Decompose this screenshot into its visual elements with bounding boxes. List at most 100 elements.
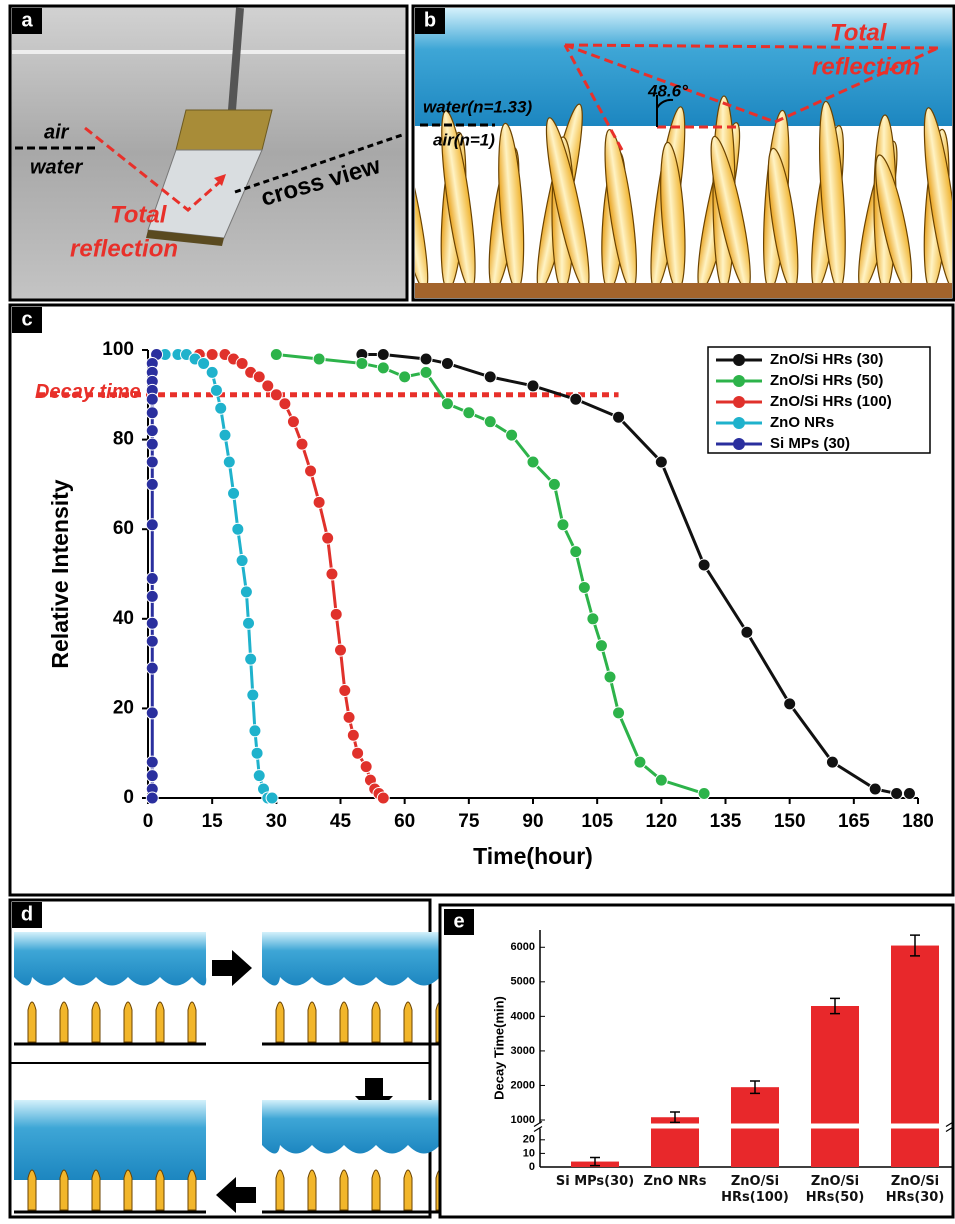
y-tick-label: 2000 [511, 1079, 535, 1091]
data-point [209, 383, 223, 397]
arrow-head [214, 174, 226, 186]
legend-frame [707, 346, 931, 454]
data-point [145, 571, 159, 585]
nanorod [307, 1001, 317, 1043]
data-point [612, 410, 626, 424]
data-point [376, 361, 390, 375]
data-point [329, 607, 343, 621]
nanorod [403, 1001, 413, 1043]
panel-b: water(n=1.33) air(n=1) 48.6° Total refle… [411, 4, 955, 302]
data-point [145, 661, 159, 675]
nanorod [91, 1169, 101, 1211]
water [14, 932, 207, 986]
axis-break [534, 1123, 950, 1129]
data-point [890, 787, 904, 801]
nanorods [415, 95, 952, 291]
y-tick-label: 100 [102, 339, 134, 360]
data-point [295, 437, 309, 451]
angle-label: 48.6° [647, 81, 688, 100]
data-point [218, 428, 232, 442]
data-point [594, 639, 608, 653]
nanorod [59, 1001, 69, 1043]
x-tick-label: 0 [143, 811, 154, 832]
data-point [569, 545, 583, 559]
y-axis-label: Relative Intensity [47, 479, 73, 668]
substrate [415, 283, 952, 298]
data-point [205, 365, 219, 379]
error-bar [830, 997, 840, 1015]
water-index: water(n=1.33) [423, 97, 532, 116]
legend-marker [733, 354, 745, 366]
bar [891, 945, 939, 1167]
data-point [145, 706, 159, 720]
data-point [603, 670, 617, 684]
data-point [526, 379, 540, 393]
data-point [440, 356, 454, 370]
nanorod [187, 1169, 197, 1211]
data-point [239, 585, 253, 599]
y-axis-label: Decay Time(min) [491, 996, 506, 1100]
data-point [440, 397, 454, 411]
data-point [145, 392, 159, 406]
decay-label: Decay time [35, 381, 141, 403]
pipette [228, 7, 244, 111]
y-tick-label: 10 [523, 1147, 535, 1159]
nanorod [27, 1001, 37, 1043]
data-point [346, 728, 360, 742]
data-point [145, 589, 159, 603]
panel-c: c 0 20 40 60 80 100 0 15 30 45 60 75 90 105 120 135 150 1… [8, 303, 955, 897]
data-point [569, 392, 583, 406]
data-point [483, 370, 497, 384]
nanorod [123, 1169, 133, 1211]
data-point [145, 406, 159, 420]
data-point [246, 688, 260, 702]
y-tick-label: 20 [523, 1134, 535, 1146]
data-point [355, 356, 369, 370]
data-point [419, 365, 433, 379]
arrow-right [212, 950, 252, 986]
y-tick-label: 20 [113, 697, 134, 718]
data-point [278, 397, 292, 411]
nanorod [155, 1169, 165, 1211]
nanorod [155, 1001, 165, 1043]
data-point [697, 787, 711, 801]
plate-edge [146, 230, 224, 246]
x-tick-label: 15 [202, 811, 224, 832]
nanorod [275, 1169, 285, 1211]
panel-label-box [12, 307, 42, 333]
water [262, 932, 455, 986]
y-tick-label: 60 [113, 518, 134, 539]
error-bar [670, 1111, 680, 1124]
data-point [252, 370, 266, 384]
data-point [462, 406, 476, 420]
data-point [547, 477, 561, 491]
nanorod [403, 1169, 413, 1211]
data-point [419, 352, 433, 366]
x-axis-label: Time(hour) [473, 843, 593, 869]
data-point [145, 769, 159, 783]
data-point [334, 643, 347, 657]
data-point [740, 625, 754, 639]
legend-label: ZnO/Si HRs (30) [770, 351, 883, 368]
data-point [338, 683, 352, 697]
legend-marker [733, 438, 745, 450]
legend-label: ZnO NRs [770, 414, 834, 431]
y-tick-label: 40 [113, 608, 134, 629]
data-point [197, 356, 211, 370]
panel-label-box [444, 909, 474, 935]
data-point [214, 401, 228, 415]
data-point [612, 706, 626, 720]
break-mark [533, 1120, 955, 1133]
series-line [276, 352, 705, 795]
data-point [269, 388, 283, 402]
data-point [145, 791, 159, 805]
data-point [633, 755, 647, 769]
nanorod [275, 1001, 285, 1043]
data-point [145, 616, 159, 630]
y-tick-label: 0 [123, 787, 134, 808]
bar [811, 1006, 859, 1167]
y-tick-label: 3000 [511, 1045, 535, 1057]
category-text: ZnO/Si HRs(100) [721, 1174, 789, 1205]
panel-a: air water Total reflection cross view a [8, 4, 409, 302]
